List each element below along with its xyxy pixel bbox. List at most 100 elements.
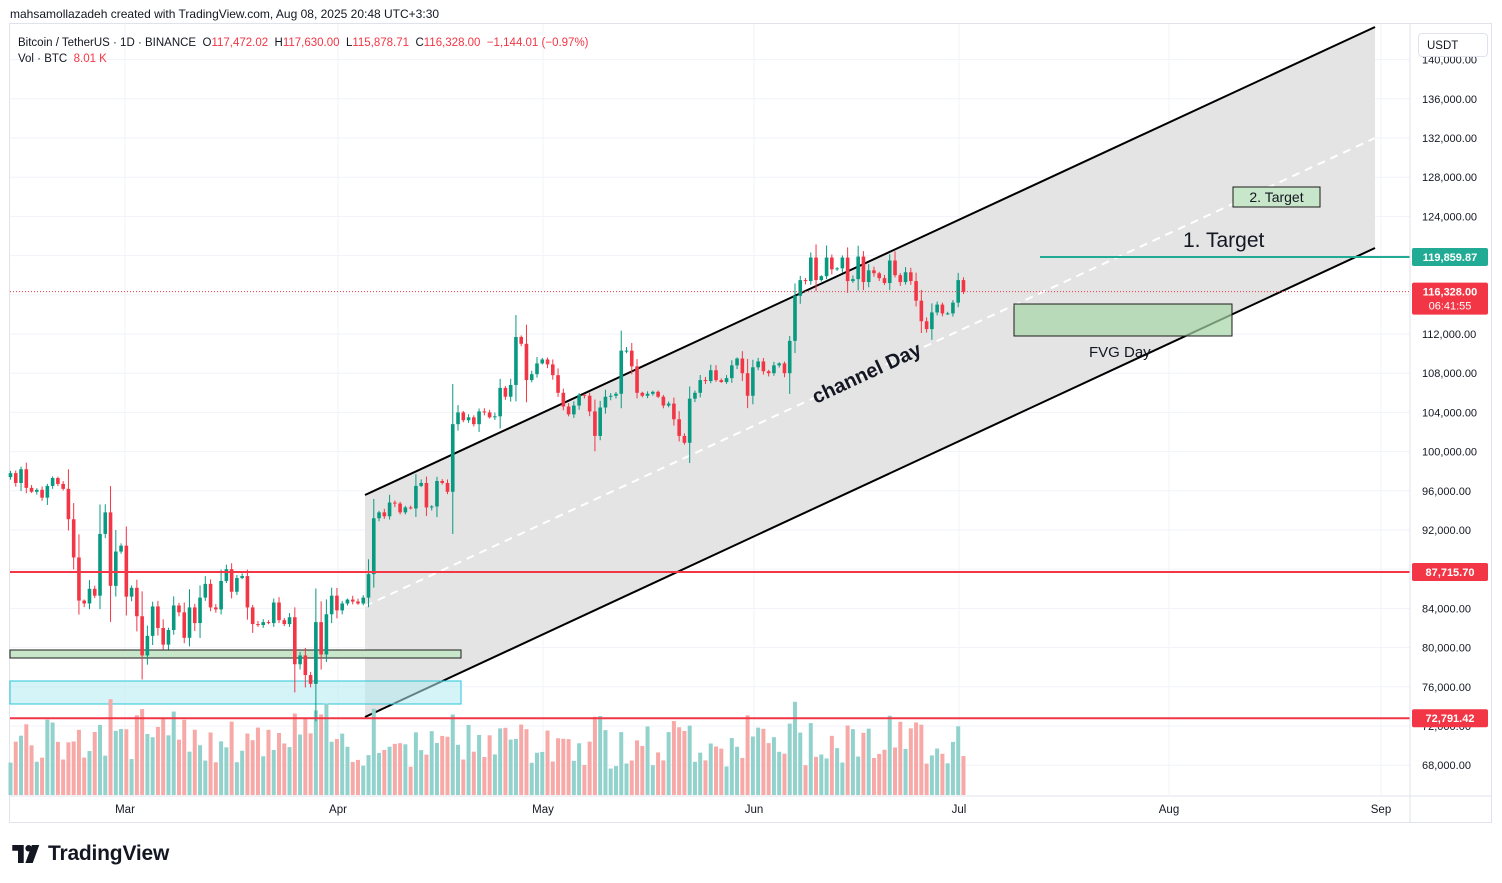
candle-body [814, 257, 818, 281]
volume-bar [535, 752, 539, 795]
volume-bar [950, 741, 955, 795]
volume-bar [682, 730, 687, 795]
chart-frame[interactable] [9, 23, 1492, 823]
candle-body [393, 502, 397, 504]
volume-bar [408, 766, 413, 795]
candle-body [687, 398, 692, 443]
fvg-day-label: FVG Day [1089, 344, 1151, 361]
candle-body [350, 599, 355, 602]
candle-body [614, 393, 618, 396]
price-channel[interactable] [364, 26, 1376, 718]
volume-bar [403, 744, 408, 795]
volume-bar [861, 732, 866, 795]
volume-bar [571, 760, 576, 795]
candle-body [635, 366, 639, 393]
time-axis[interactable]: Mar Apr May Jun Jul Aug Sep [10, 795, 1492, 816]
y-tick-label: 104,000.00 [1422, 407, 1477, 419]
level-price-tag [1412, 709, 1488, 728]
volume-bar [961, 756, 966, 795]
candle-body [877, 273, 882, 279]
candle-body [45, 485, 50, 498]
candle-body [735, 358, 739, 366]
symbol-legend: Bitcoin / TetherUS · 1D · BINANCE O117,4… [18, 35, 589, 67]
volume-bar [877, 753, 882, 795]
high-label: H [274, 37, 283, 49]
volume-bar [487, 735, 492, 795]
tradingview-logo-text: TradingView [48, 842, 170, 865]
candle-body [545, 359, 550, 365]
candle-body [87, 588, 92, 604]
candle-body [629, 350, 634, 367]
y-tick-label: 96,000.00 [1422, 486, 1471, 498]
tradingview-logo[interactable]: TradingView [12, 842, 169, 866]
volume-bar [176, 739, 181, 795]
horizontal-levels[interactable] [10, 255, 1410, 720]
volume-bar [82, 757, 87, 795]
volume-bar [45, 719, 50, 795]
candle-body [187, 607, 192, 638]
candle-body [566, 406, 571, 415]
fvg-zone [1013, 303, 1233, 337]
volume-bar [503, 727, 508, 795]
volume-bar [845, 725, 850, 795]
volume-bar [450, 714, 455, 795]
candle-body [524, 343, 529, 381]
volume-label: Vol · BTC [18, 53, 68, 65]
level-price-tag [1412, 562, 1488, 581]
volume-bar [87, 751, 92, 795]
volume-bar [419, 750, 424, 795]
candle-body [472, 417, 476, 425]
candle-body [214, 607, 218, 610]
volume-bar [766, 743, 771, 795]
volume-bar [598, 716, 603, 795]
volume-bar [392, 743, 397, 795]
price-axis[interactable]: 140,000.00 136,000.00 132,000.00 128,000.00… [1409, 24, 1488, 822]
candle-body [872, 270, 876, 274]
volume-bar [756, 727, 761, 795]
low-label: L [345, 37, 353, 49]
volume-bar [282, 743, 287, 795]
candle-body [550, 364, 555, 376]
last-price-tag [1412, 282, 1488, 315]
volume-bar [171, 711, 176, 795]
candle-body [624, 350, 629, 352]
tradingview-logo-icon [12, 845, 40, 863]
candle-body [366, 574, 371, 598]
volume-bar [266, 729, 271, 795]
volume-bar [629, 760, 634, 795]
volume-bar [924, 763, 929, 795]
volume-bar [8, 762, 13, 795]
currency-button[interactable]: USDT [1418, 33, 1488, 57]
candle-body [145, 635, 150, 656]
volume-bar [671, 721, 676, 795]
countdown-label: 06:41:55 [1429, 301, 1472, 313]
x-tick-label: Aug [1159, 804, 1179, 816]
y-tick-label: 92,000.00 [1422, 525, 1471, 537]
candle-body [740, 358, 745, 374]
volume-bar [566, 739, 571, 795]
candle-body [824, 257, 829, 277]
volume-bar [387, 746, 392, 795]
chart-caption: mahsamollazadeh created with TradingView… [10, 7, 440, 21]
candle-body [866, 270, 871, 283]
highlight-zones[interactable] [9, 303, 1233, 705]
volume-bar [850, 729, 855, 795]
candle-body [882, 278, 887, 284]
level-price-tag [1412, 247, 1488, 266]
y-tick-label: 76,000.00 [1422, 682, 1471, 694]
volume-bar [887, 715, 892, 795]
volume-bar [103, 755, 108, 795]
candlestick-series [8, 244, 966, 722]
candle-body [498, 387, 502, 417]
volume-bar [445, 736, 450, 795]
candle-body [66, 488, 71, 520]
volume-value: 8.01 K [73, 53, 107, 65]
candle-body [535, 363, 539, 375]
candle-body [35, 489, 39, 492]
candle-body [192, 607, 197, 624]
volume-bar [471, 751, 476, 795]
volume-bar [192, 729, 197, 795]
volume-bar [619, 732, 624, 795]
candle-body [77, 557, 81, 601]
